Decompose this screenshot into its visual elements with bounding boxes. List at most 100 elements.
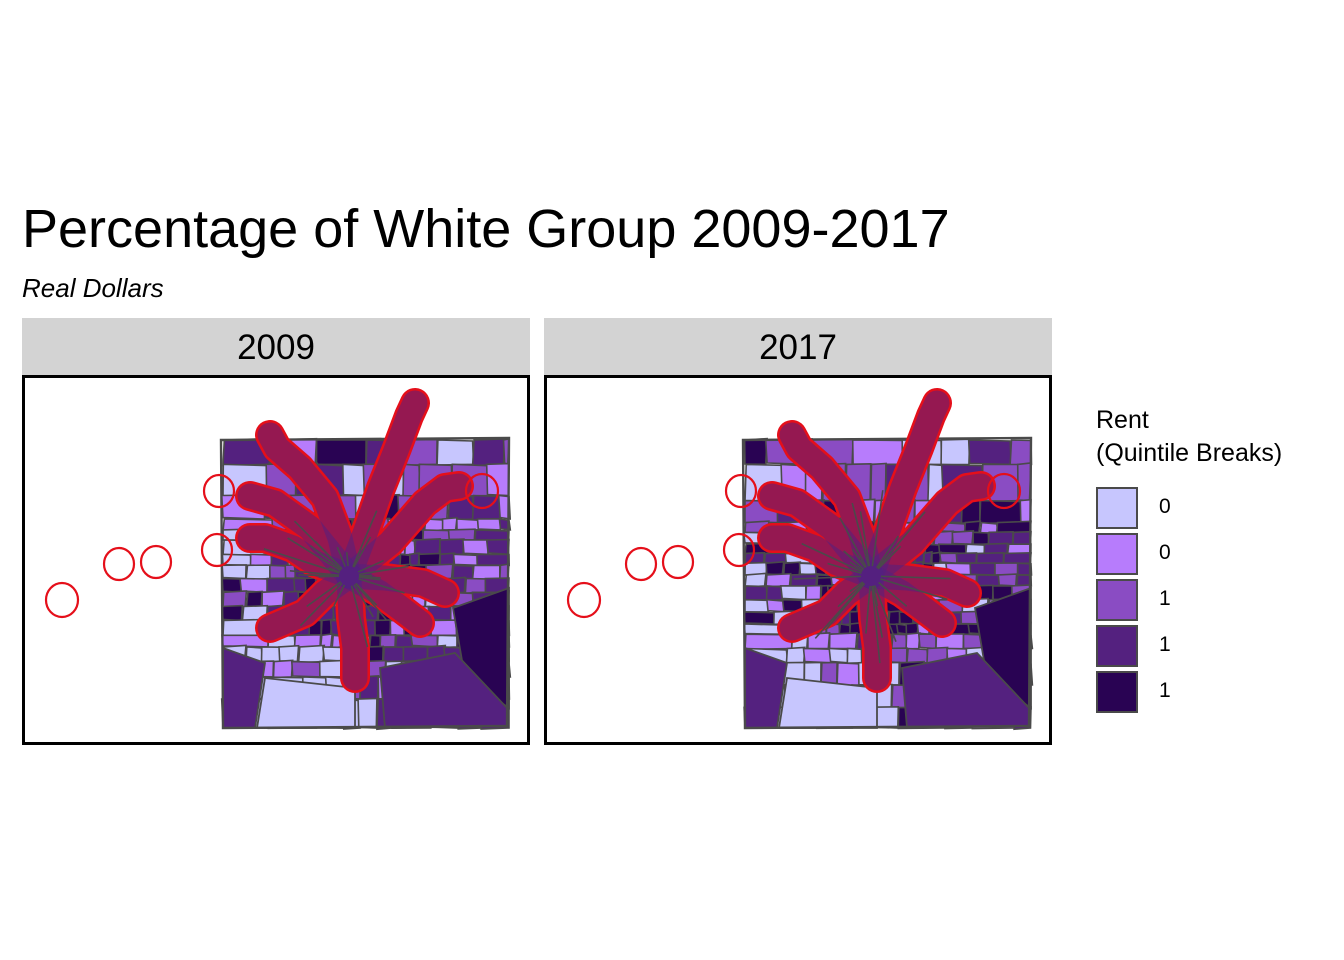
street-line [306,581,342,608]
street-line [350,585,369,648]
census-tract [476,517,502,531]
census-tract [744,598,770,613]
buffer-corridor-interior [336,563,368,691]
census-tract [239,577,269,594]
buffer-corridor-interior [257,422,362,589]
street-line [878,581,908,607]
census-tract [785,646,806,665]
buffer-ring [661,544,695,580]
buffer-ring [722,532,756,568]
street-line [358,578,405,594]
census-tract [1012,530,1032,546]
census-tract [955,552,978,565]
census-tract [802,647,833,664]
legend-item: 0 [1096,533,1336,579]
street-line [299,582,343,627]
census-tract [997,573,1018,587]
census-tract [743,437,768,466]
census-tract [937,543,967,555]
census-tract [268,564,288,580]
census-tract [869,462,887,503]
census-tract [315,439,367,466]
legend-label: 1 [1159,679,1171,702]
census-tract [447,528,476,541]
census-tract [828,632,858,650]
map-panel-2017: 2017 [544,318,1052,745]
census-tract [1009,439,1033,467]
street-line [357,559,384,573]
legend-item: 1 [1096,625,1336,671]
legend-item: 0 [1096,487,1336,533]
census-tract [418,552,441,567]
buffer-corridor-interior [858,473,994,589]
street-line [336,546,346,568]
census-tract [1002,551,1032,565]
street-line [345,552,349,567]
census-tract [846,647,864,665]
census-tract [222,590,248,609]
census-tract [297,644,326,664]
street-line [353,584,374,618]
census-tract [221,577,243,594]
census-tract [261,590,285,608]
street-line [839,517,867,568]
census-tract [887,610,901,626]
map-frame [544,375,1052,745]
buffer-ring [44,581,80,619]
buffer-ring [986,472,1022,510]
street-line [328,566,341,573]
buffer-ring [202,473,236,509]
street-line [873,585,897,642]
street-line [358,576,381,581]
census-tract [221,553,253,567]
census-tract [777,677,878,729]
street-line [849,561,864,572]
census-tract [255,677,356,729]
buffer-ring [624,546,658,582]
census-tract [464,577,487,594]
street-line [309,545,342,571]
census-tract [917,633,937,650]
legend-swatch [1096,579,1138,621]
legend-item: 1 [1096,671,1336,717]
chart-title: Percentage of White Group 2009-2017 [22,199,950,259]
census-tract [471,438,506,467]
buffer-ring [464,472,500,510]
census-tract [260,646,281,663]
buffer-ring [200,532,234,568]
street-line [289,569,340,576]
buffer-ring [139,544,173,580]
street-line [871,585,881,664]
street-line [354,583,387,621]
street-line [851,502,870,567]
street-line [827,562,862,575]
census-tract [278,644,300,663]
facet-strip-label: 2017 [544,318,1052,375]
legend-label: 1 [1159,587,1171,610]
census-tract [967,439,1013,466]
street-line [353,536,372,568]
street-line [871,490,884,567]
choropleth-map [566,388,1034,731]
census-tract [452,553,480,567]
buffer-ring [724,473,758,509]
legend-swatch [1096,487,1138,529]
street-line [352,510,378,568]
census-tract [436,439,475,466]
census-tract [743,623,782,636]
census-tract [357,697,378,729]
census-tract [462,539,489,556]
census-tract [969,562,996,576]
buffer-corridor-interior [237,483,362,589]
facet-strip-label: 2009 [22,318,530,375]
legend-label: 1 [1159,633,1171,656]
census-tract [290,660,322,678]
street-line [872,585,879,607]
legend-label: 0 [1159,541,1171,564]
legend-swatch [1096,533,1138,575]
census-tract [249,553,273,567]
census-tract [779,585,807,601]
choropleth-map [44,388,512,731]
census-tract [972,531,990,546]
census-tract [245,564,271,581]
